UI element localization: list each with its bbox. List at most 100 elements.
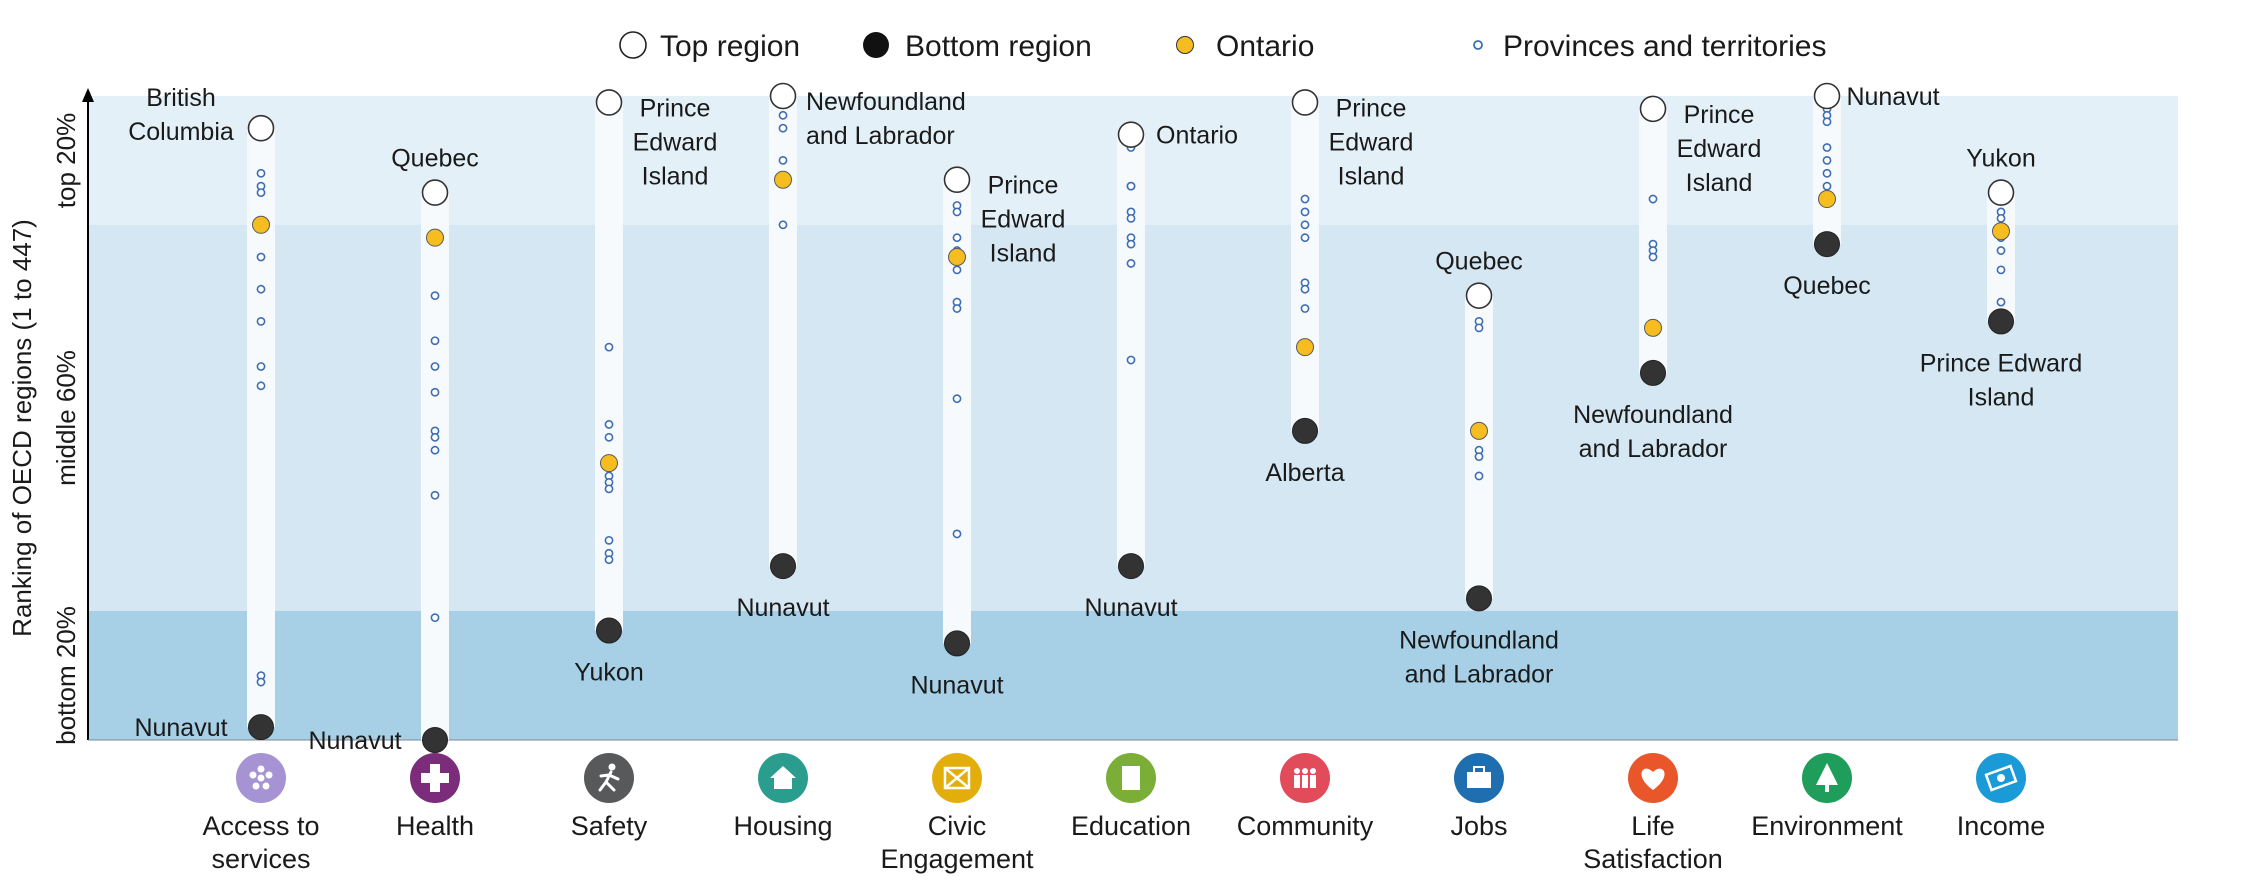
bottom-region-label: Nunavut <box>134 714 227 742</box>
province-point <box>1648 252 1658 262</box>
top-region-label: Prince <box>640 94 711 122</box>
province-point <box>952 207 962 217</box>
province-point <box>1126 259 1136 268</box>
glyph <box>608 763 616 771</box>
glyph <box>1467 772 1491 788</box>
band-label: bottom 20% <box>51 606 81 745</box>
glyph <box>1122 766 1140 790</box>
province-point <box>778 110 788 120</box>
top-region-point <box>595 89 623 116</box>
ontario-point <box>1470 421 1488 440</box>
province-point <box>952 265 962 275</box>
province-point <box>952 233 962 243</box>
briefcase-icon <box>1454 753 1504 803</box>
top-region-label: Edward <box>1677 135 1762 163</box>
glyph <box>257 774 265 782</box>
ontario-point <box>1818 190 1836 209</box>
top-region-point <box>421 179 449 206</box>
province-point <box>256 252 266 262</box>
province-point <box>604 484 614 494</box>
bottom-region-label: Prince Edward <box>1920 349 2083 377</box>
province-point <box>1822 155 1832 165</box>
bottom-region-point <box>1292 417 1318 444</box>
province-point <box>1996 297 2006 307</box>
top-region-label: Columbia <box>128 118 234 146</box>
glyph <box>943 766 971 790</box>
range-bar <box>769 96 797 567</box>
province-point <box>256 284 266 294</box>
province-point <box>778 220 788 230</box>
top-region-point <box>1117 121 1145 148</box>
bottom-region-point <box>1640 359 1666 386</box>
category-label: services <box>211 844 310 874</box>
province-point <box>256 677 266 687</box>
legend-top-marker <box>619 31 647 59</box>
range-bar <box>421 192 449 741</box>
province-point <box>1996 265 2006 275</box>
tree-icon <box>1802 753 1852 803</box>
category-label: Access to <box>202 811 319 841</box>
province-point <box>1474 323 1484 333</box>
bottom-region-point <box>596 617 622 644</box>
top-region-point <box>1639 95 1667 123</box>
columns-layer <box>247 82 2015 753</box>
glyph <box>1825 785 1829 792</box>
ontario-point <box>948 248 966 266</box>
glyph <box>770 766 796 778</box>
province-point <box>1996 213 2006 223</box>
glyph <box>1302 768 1308 774</box>
glyph <box>252 782 260 790</box>
category-column <box>1117 121 1145 580</box>
province-point <box>1474 471 1484 481</box>
province-point <box>952 304 962 313</box>
top-region-label: Edward <box>633 128 718 156</box>
category-label: Engagement <box>880 844 1034 874</box>
province-point <box>604 420 614 429</box>
province-point <box>604 535 614 545</box>
bottom-region-label: Alberta <box>1265 459 1344 487</box>
top-region-label: Island <box>1686 169 1753 197</box>
category-label: Environment <box>1751 811 1903 841</box>
top-region-point <box>247 114 275 142</box>
band-label: middle 60% <box>51 350 81 486</box>
top-region-point <box>1813 82 1841 110</box>
province-point <box>778 123 788 133</box>
glyph <box>598 770 620 792</box>
heart-icon <box>1628 753 1678 803</box>
glyph <box>1473 766 1485 774</box>
top-region-point <box>1465 282 1493 309</box>
province-point <box>1300 220 1310 230</box>
top-region-label: British <box>146 84 215 112</box>
labels-layer: British Columbia Nunavut Quebec Nunavut Princ… <box>128 83 2082 755</box>
category-column <box>1291 89 1319 444</box>
top-region-label: Yukon <box>1966 145 2036 173</box>
glyph <box>1997 774 2005 782</box>
ontario-point <box>600 454 618 473</box>
province-point <box>604 555 614 565</box>
category-label: Jobs <box>1450 811 1507 841</box>
book-icon <box>1106 753 1156 803</box>
glyph <box>1816 763 1838 785</box>
category-label: Life <box>1631 811 1675 841</box>
category-column <box>1465 282 1493 612</box>
category-column <box>1987 179 2015 335</box>
province-point <box>430 362 440 371</box>
top-region-label: Island <box>990 240 1057 268</box>
ontario-point <box>426 228 444 247</box>
top-region-point <box>943 166 971 194</box>
legend-top-label: Top region <box>660 30 800 63</box>
top-region-label: Island <box>642 162 709 190</box>
province-point <box>778 155 788 165</box>
province-point <box>604 342 614 352</box>
province-point <box>1126 355 1136 365</box>
top-region-label: Quebec <box>1435 248 1523 276</box>
province-point <box>1126 213 1136 223</box>
legend-others-marker <box>1473 40 1483 50</box>
bottom-region-point <box>1118 553 1144 580</box>
services-icon <box>236 753 286 803</box>
legend-bottom-marker <box>863 32 889 58</box>
bottom-region-point <box>1466 585 1492 612</box>
province-point <box>1822 181 1832 191</box>
bottom-region-label: Newfoundland <box>1399 626 1559 654</box>
